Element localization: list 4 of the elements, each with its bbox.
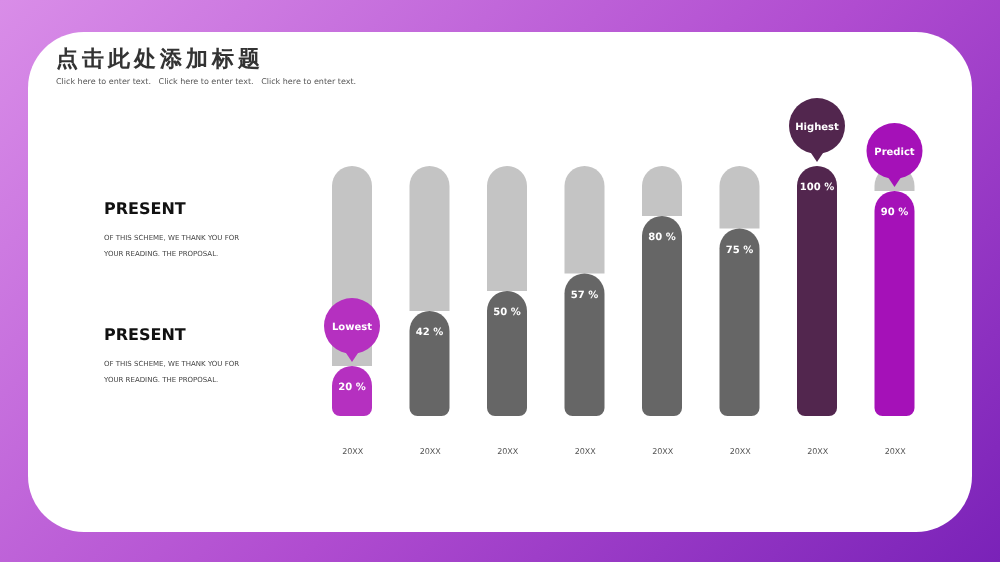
text: PRESENT [104,200,188,218]
text: PRESENT [104,326,188,344]
bar [797,166,837,416]
chart-title: 点击此处添加标题 [56,44,264,74]
